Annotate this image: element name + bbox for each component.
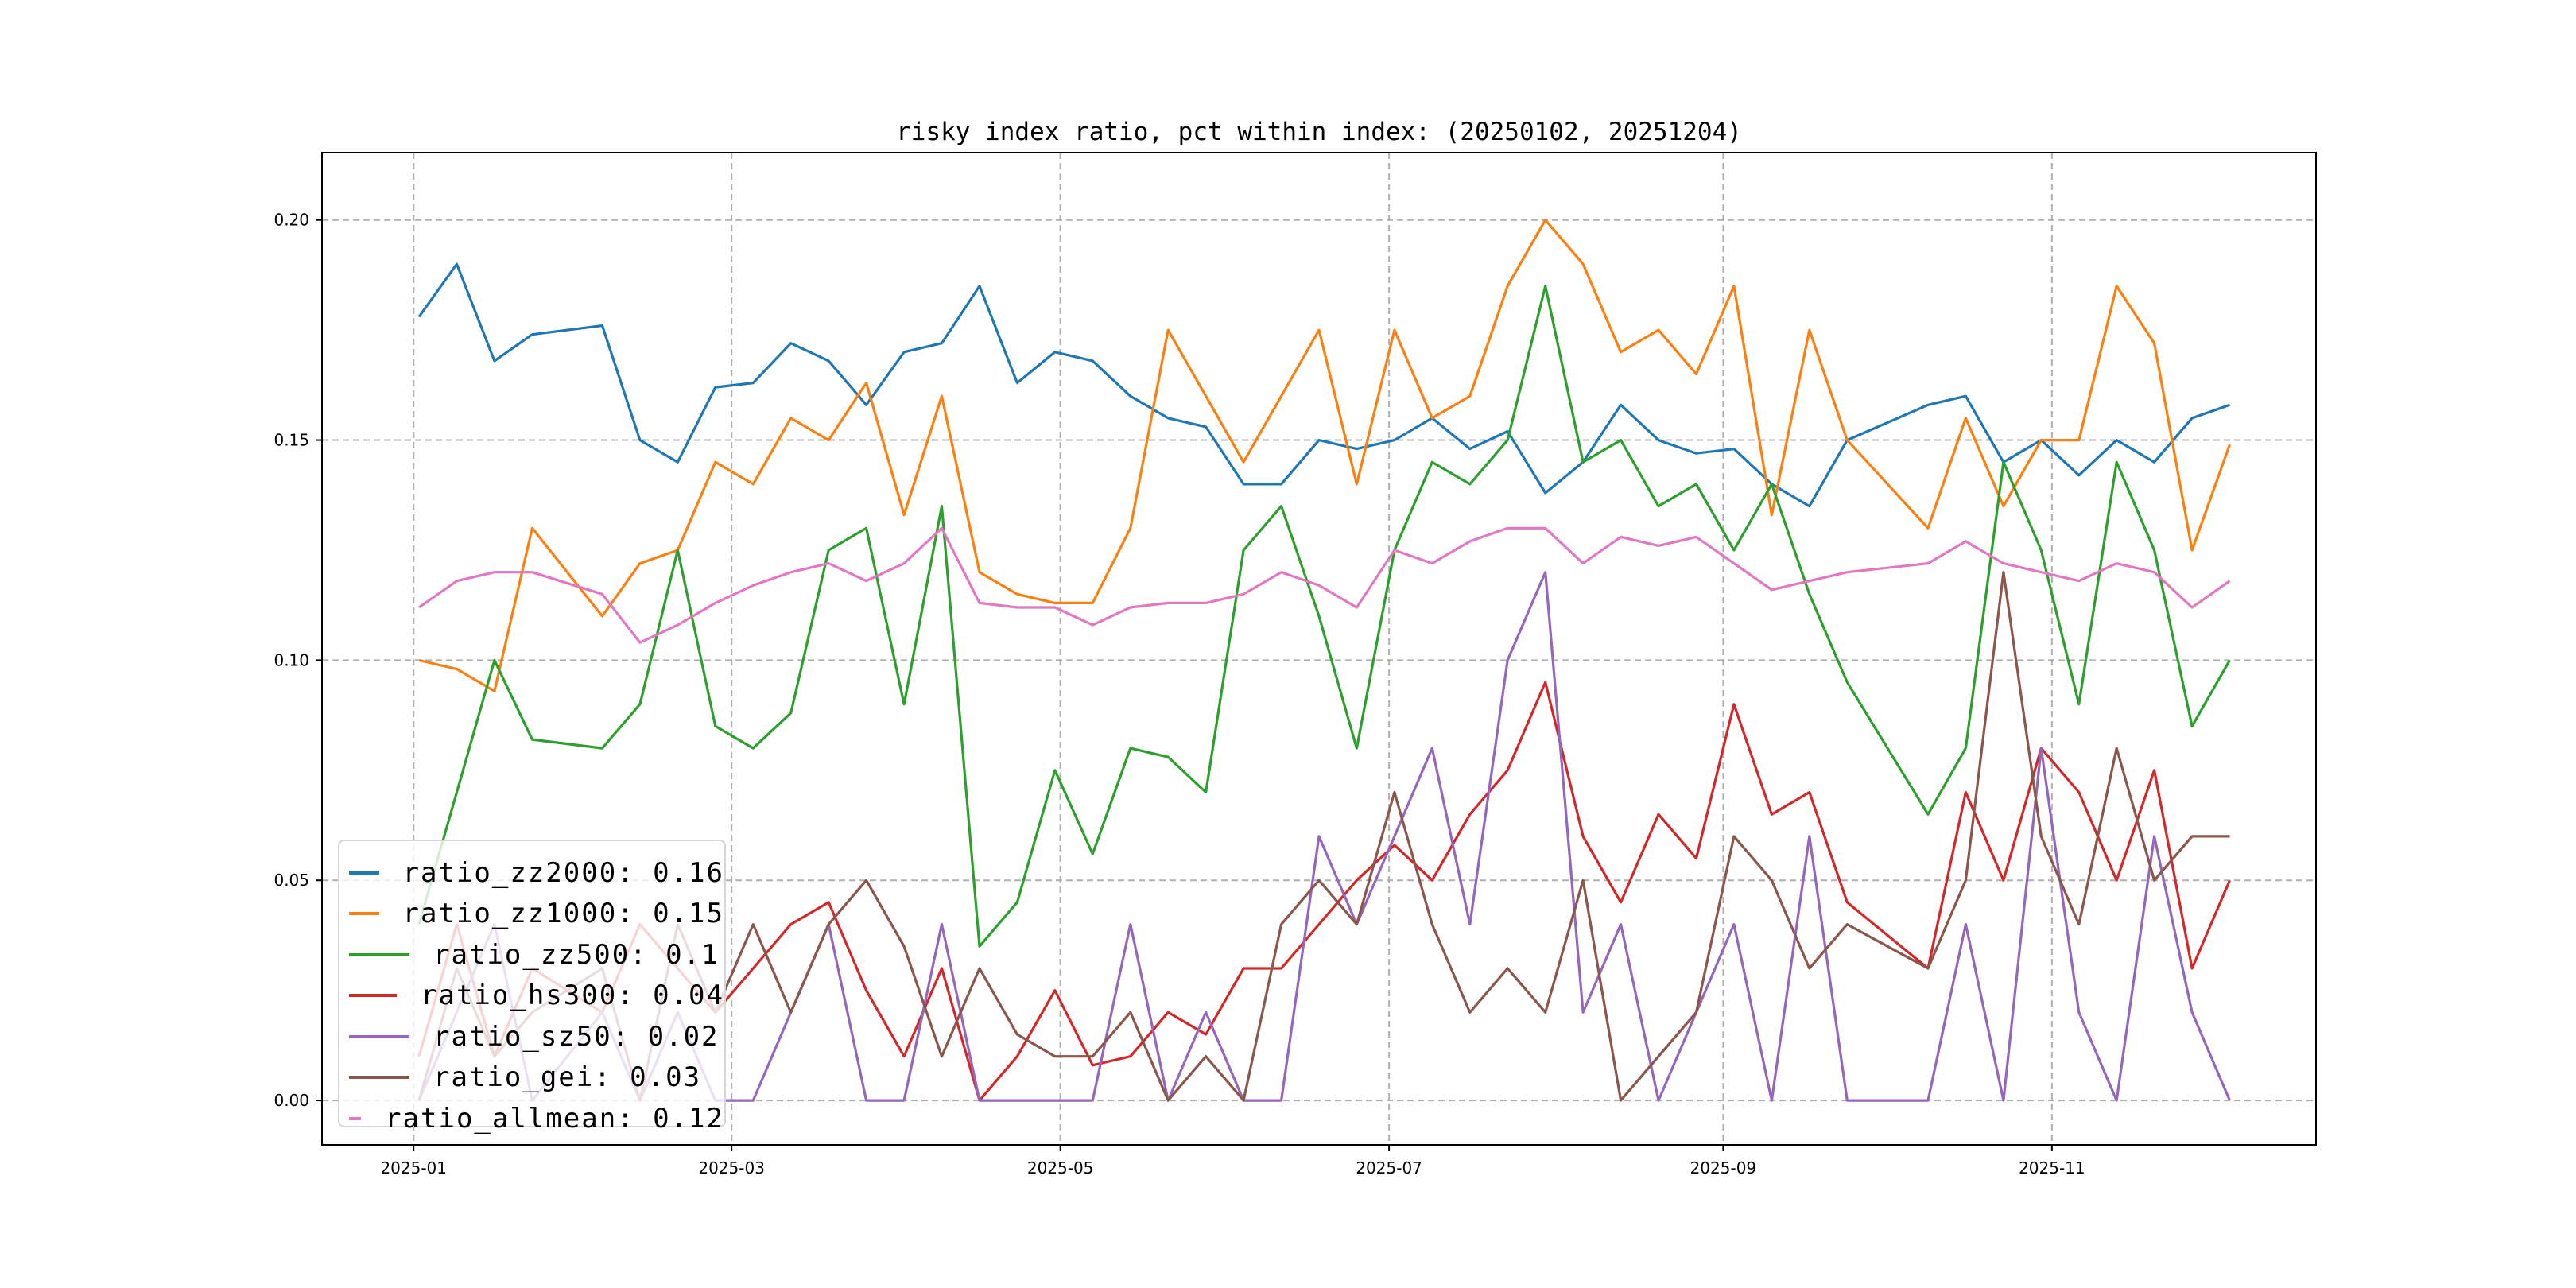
series-line-ratio-zz2000 <box>417 262 2231 508</box>
y-tick-label: 0.15 <box>274 431 309 450</box>
series-lines <box>417 219 2232 1102</box>
x-tick-label: 2025-11 <box>2019 1158 2085 1177</box>
legend-item-zz1000: ratio_zz1000: 0.15 <box>349 894 724 935</box>
legend-label: ratio_zz500: 0.1 <box>433 938 720 971</box>
y-tick-label: 0.00 <box>274 1091 309 1110</box>
legend-swatch <box>349 1076 409 1080</box>
legend: ratio_zz2000: 0.16 ratio_zz1000: 0.15 ra… <box>338 840 726 1135</box>
legend-item-gei: ratio_gei: 0.03 <box>349 1057 724 1099</box>
legend-item-sz50: ratio_sz50: 0.02 <box>349 1016 724 1057</box>
legend-swatch <box>349 871 379 875</box>
legend-label: ratio_hs300: 0.04 <box>421 980 724 1012</box>
plot-frame <box>321 152 2317 1146</box>
legend-label: ratio_sz50: 0.02 <box>433 1020 720 1053</box>
legend-swatch <box>349 912 379 916</box>
legend-item-zz500: ratio_zz500: 0.1 <box>349 934 724 976</box>
x-tick-label: 2025-03 <box>698 1158 765 1177</box>
legend-item-allmean: ratio_allmean: 0.12 <box>349 1098 724 1139</box>
x-tick-label: 2025-09 <box>1690 1158 1757 1177</box>
legend-label: ratio_allmean: 0.12 <box>385 1102 724 1135</box>
series-line-ratio-zz500 <box>417 285 2231 948</box>
series-line-ratio-zz1000 <box>418 219 2232 692</box>
legend-swatch <box>349 952 409 956</box>
legend-swatch <box>349 994 397 998</box>
legend-label: ratio_zz2000: 0.16 <box>402 856 724 889</box>
x-tick-label: 2025-05 <box>1027 1158 1094 1177</box>
y-tick-label: 0.05 <box>274 871 309 890</box>
series-line-ratio-sz50 <box>417 571 2231 1102</box>
x-tick-label: 2025-01 <box>380 1158 447 1177</box>
y-tick-label: 0.20 <box>274 211 309 230</box>
x-tick-label: 2025-07 <box>1356 1158 1422 1177</box>
axis-ticks: 0.00 0.05 0.10 0.15 0.20 2025-01 2025-03 2025-0… <box>274 211 2085 1177</box>
series-line-ratio-gei <box>417 571 2230 1102</box>
y-tick-label: 0.10 <box>274 650 309 669</box>
series-line-ratio-hs300 <box>417 681 2231 1102</box>
chart-title: risky index ratio, pct within index: (20… <box>896 118 1742 146</box>
legend-swatch <box>349 1116 362 1120</box>
legend-swatch <box>349 1034 409 1038</box>
legend-label: ratio_gei: 0.03 <box>433 1061 702 1094</box>
legend-label: ratio_zz1000: 0.15 <box>402 898 724 930</box>
legend-item-hs300: ratio_hs300: 0.04 <box>349 976 724 1017</box>
legend-item-zz2000: ratio_zz2000: 0.16 <box>349 852 724 894</box>
series-line-ratio-allmean <box>418 526 2231 644</box>
